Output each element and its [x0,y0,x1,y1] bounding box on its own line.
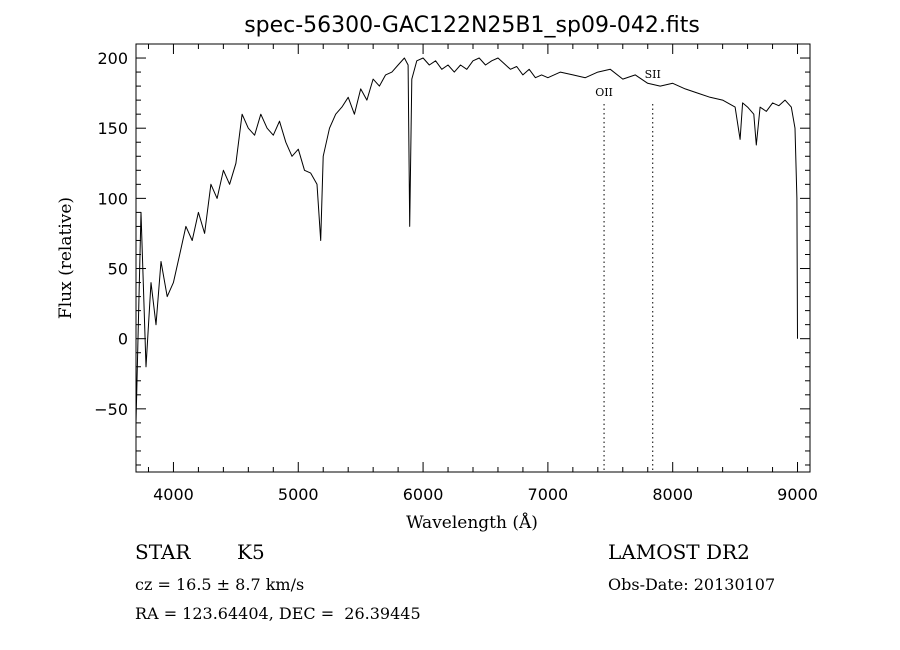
x-tick-label: 8000 [652,485,693,504]
x-tick-label: 9000 [777,485,818,504]
y-tick-label: 200 [97,49,128,68]
chart-title: spec-56300-GAC122N25B1_sp09-042.fits [244,13,700,38]
y-tick-label: 50 [108,260,128,279]
object-class: STAR [135,540,191,564]
x-tick-label: 6000 [403,485,444,504]
redshift-info: cz = 16.5 ± 8.7 km/s [135,575,305,594]
y-axis-label: Flux (relative) [56,197,76,319]
y-tick-label: 0 [118,330,128,349]
observation-date: Obs-Date: 20130107 [608,575,776,594]
y-tick-label: −50 [94,400,128,419]
y-tick-label: 100 [97,189,128,208]
y-tick-label: 150 [97,119,128,138]
object-subclass: K5 [237,540,265,564]
plot-area: OII SII [135,57,798,472]
survey-name: LAMOST DR2 [608,540,750,564]
x-tick-label: 7000 [528,485,569,504]
spectrum-line-0 [135,57,798,423]
coordinates: RA = 123.64404, DEC = 26.39445 [135,604,421,623]
plot-frame [135,43,811,473]
x-tick-label: 5000 [278,485,319,504]
axis-ticks: 4000 5000 6000 7000 8000 9000 −50 0 50 100 150 200 [94,44,818,504]
line-label-oii: OII [595,86,613,99]
x-axis-label: Wavelength (Å) [406,512,538,533]
x-tick-label: 4000 [153,485,194,504]
line-label-sii: SII [645,68,661,81]
